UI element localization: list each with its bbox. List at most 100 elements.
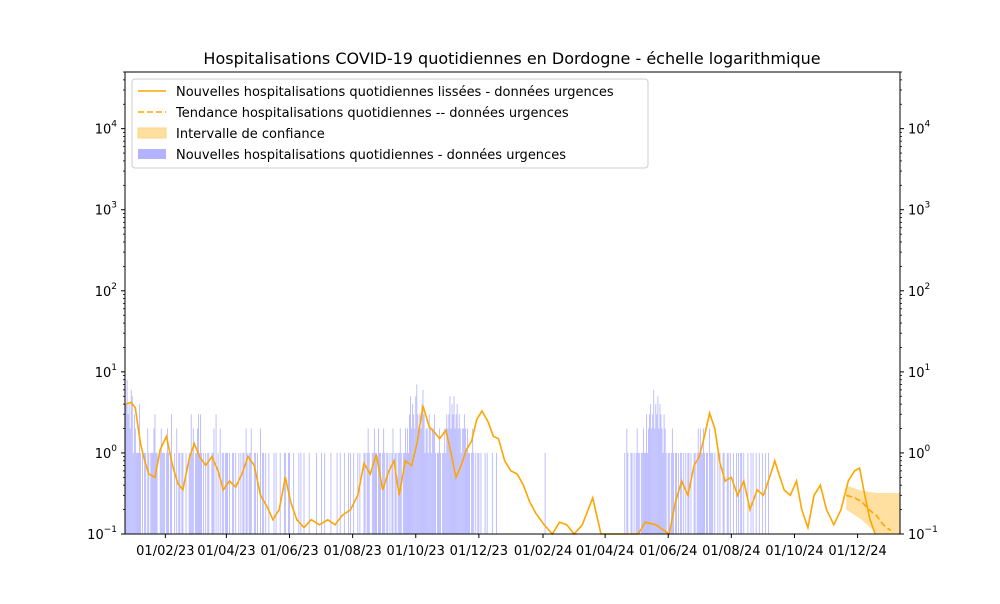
daily-bar <box>702 428 704 534</box>
daily-bar <box>248 452 250 534</box>
daily-bar <box>200 414 201 534</box>
daily-bar <box>768 452 770 534</box>
daily-bar <box>475 452 477 534</box>
daily-bar <box>675 452 676 534</box>
daily-bar <box>243 452 245 534</box>
daily-bar <box>685 452 687 534</box>
x-tick-label: 01/06/24 <box>639 544 697 559</box>
y-tick-label-right: 101 <box>908 363 930 381</box>
daily-bar <box>624 452 626 534</box>
daily-bar <box>394 452 396 534</box>
daily-bar <box>179 452 181 534</box>
daily-bar <box>448 414 450 534</box>
y-tick-label-left: 10−1 <box>87 525 117 543</box>
daily-bar <box>467 428 468 534</box>
daily-bar <box>729 452 731 534</box>
daily-bar <box>683 452 685 534</box>
daily-bar <box>135 452 137 534</box>
bars-layer <box>125 379 770 534</box>
daily-bar <box>657 396 659 534</box>
daily-bar <box>208 452 210 534</box>
y-tick-label-right: 10−1 <box>908 525 938 543</box>
daily-bar <box>379 452 380 534</box>
daily-bar <box>477 452 479 534</box>
daily-bar <box>428 414 430 534</box>
daily-bar <box>153 428 155 534</box>
daily-bar <box>661 428 663 534</box>
daily-bar <box>376 452 377 534</box>
daily-bar <box>655 404 657 534</box>
daily-bar <box>389 452 391 534</box>
daily-bar <box>422 389 424 534</box>
daily-bar <box>127 414 129 534</box>
legend-label: Intervalle de confiance <box>176 127 325 142</box>
x-tick-label: 01/02/24 <box>514 544 572 559</box>
daily-bar <box>413 414 415 534</box>
daily-bar <box>126 379 128 534</box>
daily-bar <box>465 428 466 534</box>
daily-bar <box>680 452 682 534</box>
daily-bar <box>462 428 464 534</box>
daily-bar <box>706 452 707 534</box>
daily-bar <box>407 428 408 534</box>
daily-bar <box>486 452 488 534</box>
x-tick-label: 01/10/24 <box>765 544 823 559</box>
daily-bar <box>698 452 700 534</box>
daily-bar <box>343 452 345 534</box>
legend: Nouvelles hospitalisations quotidiennes … <box>131 78 649 169</box>
daily-bar <box>359 452 361 534</box>
daily-bar <box>233 452 235 534</box>
daily-bar <box>452 414 454 534</box>
daily-bar <box>404 428 406 534</box>
daily-bar <box>339 452 341 534</box>
daily-bar <box>670 452 672 534</box>
daily-bar <box>480 452 482 534</box>
daily-bar <box>694 452 696 534</box>
daily-bar <box>700 452 702 534</box>
daily-bar <box>420 428 422 534</box>
daily-bar <box>131 396 133 534</box>
daily-bar <box>373 428 375 534</box>
daily-bar <box>460 452 462 534</box>
daily-bar <box>658 428 660 534</box>
daily-bar <box>424 452 426 534</box>
daily-bar <box>647 452 648 534</box>
daily-bar <box>383 428 385 534</box>
daily-bar <box>663 414 665 534</box>
daily-bar <box>747 452 749 534</box>
daily-bar <box>168 452 169 534</box>
daily-bar <box>152 452 154 534</box>
daily-bar <box>651 428 653 534</box>
daily-bar <box>443 452 445 534</box>
daily-bar <box>758 452 760 534</box>
legend-label: Nouvelles hospitalisations quotidiennes … <box>176 85 614 100</box>
daily-bar <box>167 428 168 534</box>
daily-bar <box>161 452 163 534</box>
daily-bar <box>387 452 389 534</box>
daily-bar <box>714 452 716 534</box>
daily-bar <box>765 452 766 534</box>
chart-title: Hospitalisations COVID-19 quotidiennes e… <box>203 49 820 68</box>
daily-bar <box>268 452 270 534</box>
daily-bar <box>257 452 258 534</box>
x-tick-label: 01/10/23 <box>387 544 445 559</box>
daily-bar <box>722 452 724 534</box>
daily-bar <box>463 414 465 534</box>
x-tick-label: 01/04/23 <box>197 544 255 559</box>
daily-bar <box>262 452 264 534</box>
daily-bar <box>630 452 632 534</box>
daily-bar <box>430 452 432 534</box>
daily-bar <box>712 452 714 534</box>
daily-bar <box>159 452 161 534</box>
daily-bar <box>224 452 226 534</box>
daily-bar <box>719 452 721 534</box>
y-tick-label-left: 104 <box>95 120 118 138</box>
daily-bar <box>188 452 190 534</box>
daily-bar <box>409 414 410 534</box>
axes-layer: 10−1 10−1 100 100 101 101 102 102 103 103 104 104 01… <box>87 71 938 559</box>
daily-bar <box>130 389 132 534</box>
x-tick-label: 01/12/24 <box>828 544 886 559</box>
daily-bar <box>417 414 419 534</box>
daily-bar <box>254 452 256 534</box>
daily-bar <box>681 452 683 534</box>
